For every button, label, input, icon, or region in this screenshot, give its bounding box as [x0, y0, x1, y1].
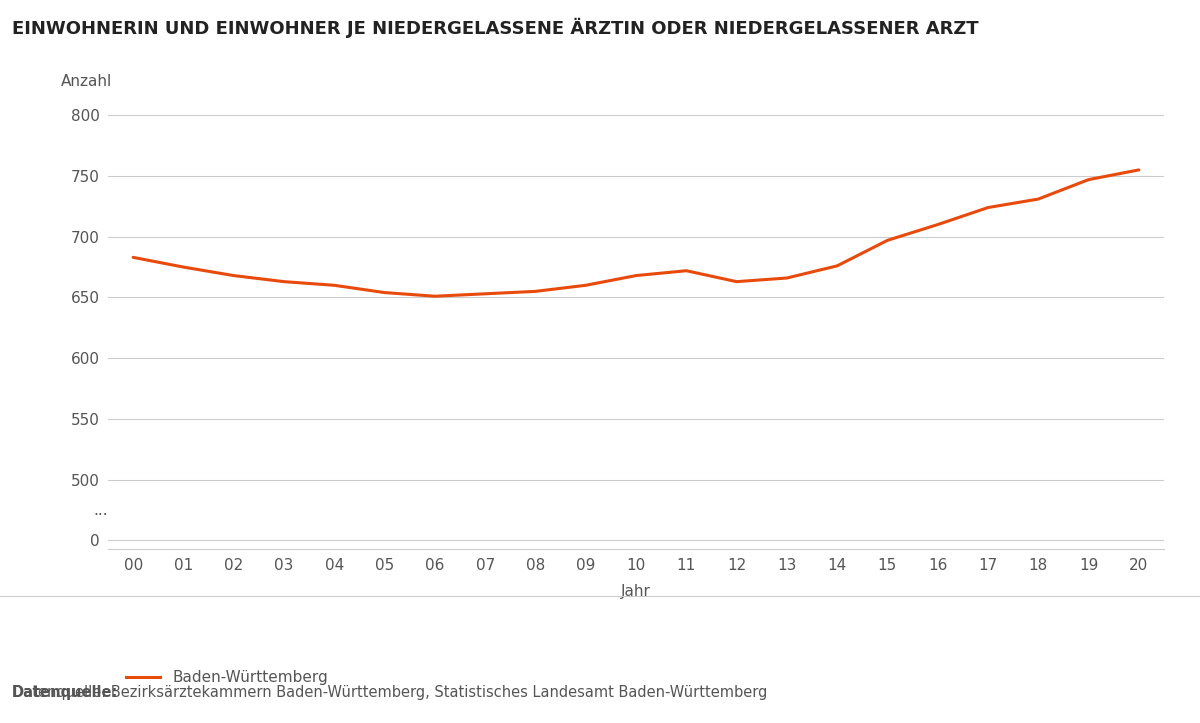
- Text: EINWOHNERIN UND EINWOHNER JE NIEDERGELASSENE ÄRZTIN ODER NIEDERGELASSENER ARZT: EINWOHNERIN UND EINWOHNER JE NIEDERGELAS…: [12, 18, 979, 38]
- Text: Datenquelle: Bezirksärztekammern Baden-Württemberg, Statistisches Landesamt Bade: Datenquelle: Bezirksärztekammern Baden-W…: [12, 685, 767, 700]
- Text: ...: ...: [94, 502, 108, 518]
- Text: Anzahl: Anzahl: [60, 74, 112, 90]
- X-axis label: Jahr: Jahr: [622, 584, 650, 599]
- Legend: Baden-Württemberg: Baden-Württemberg: [126, 670, 328, 685]
- Text: Datenquelle:: Datenquelle:: [12, 685, 119, 700]
